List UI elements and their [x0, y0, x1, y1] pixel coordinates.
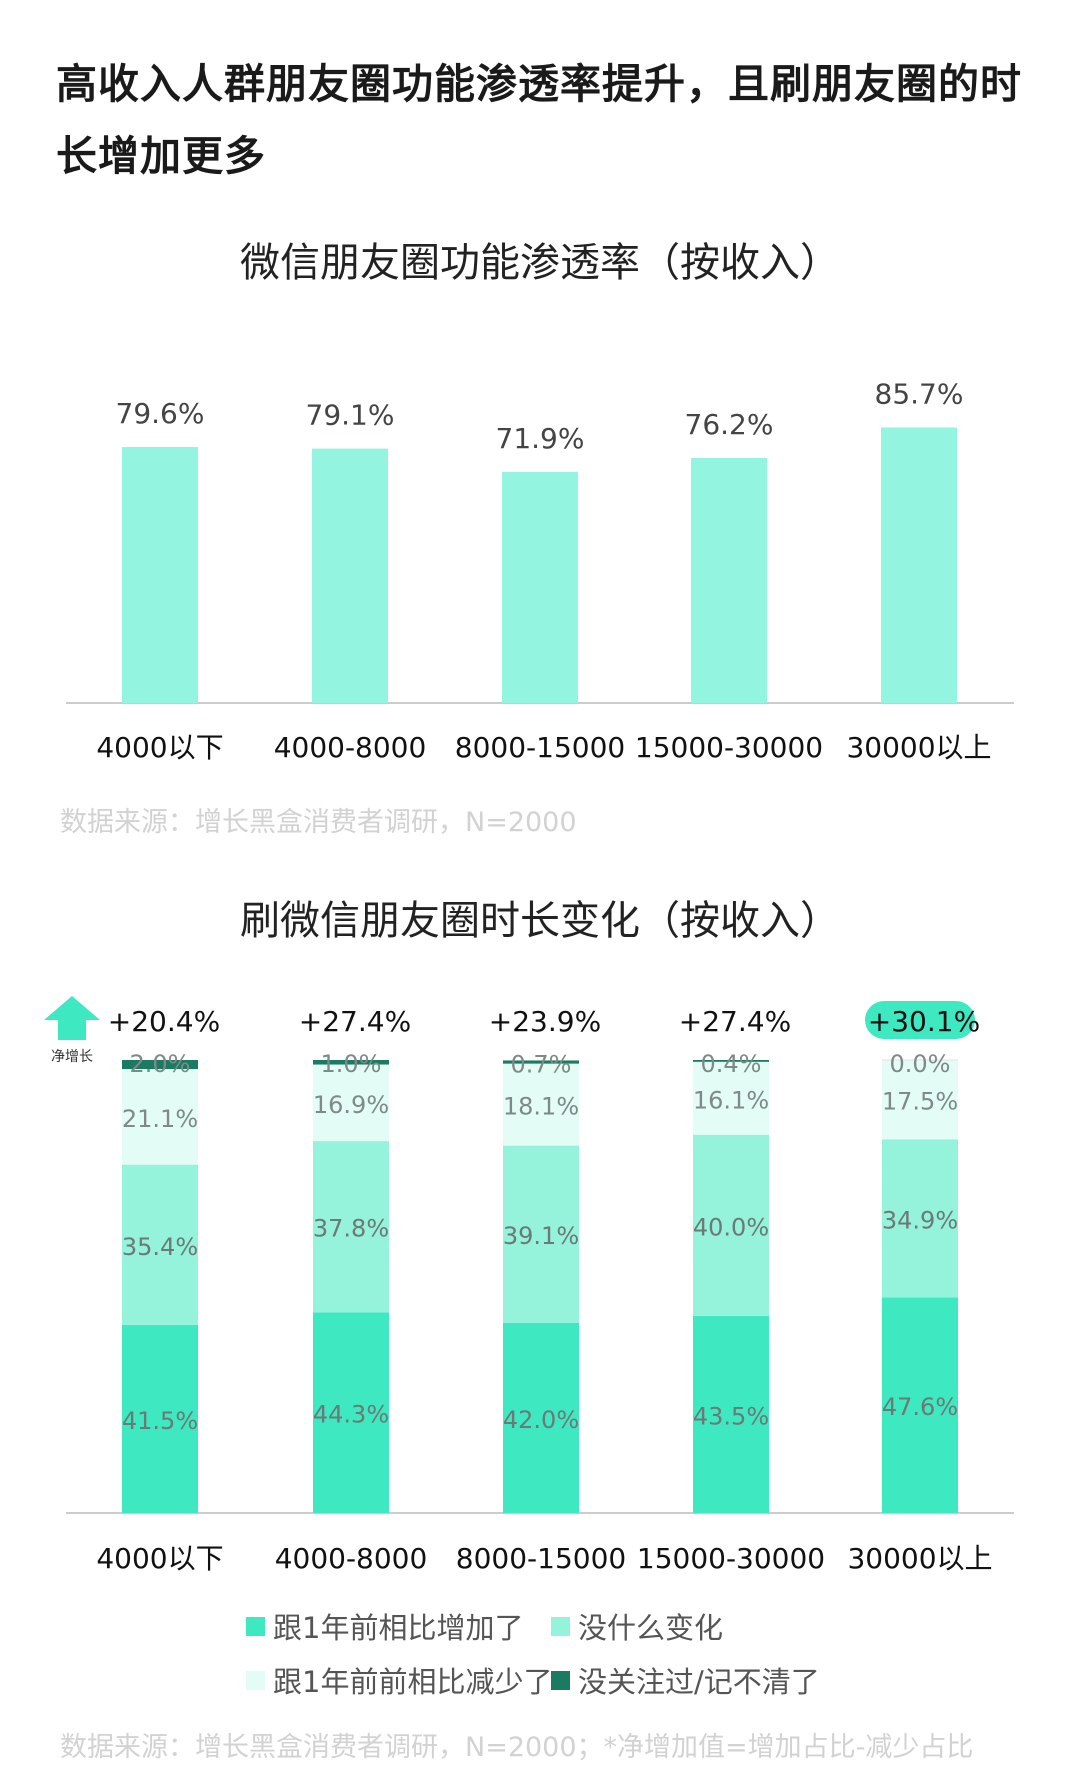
chart2-segment-increased [313, 1312, 389, 1513]
legend-swatch-increased [246, 1616, 265, 1636]
chart2-legend: 跟1年前相比增加了 没什么变化 跟1年前前相比减少了 没关注过/记不清了 [246, 1606, 1046, 1706]
chart1-category-label: 8000-15000 [455, 731, 625, 764]
legend-item-increased: 跟1年前相比增加了 [246, 1606, 523, 1646]
chart2-source: 数据来源：增长黑盒消费者调研，N=2000；*净增加值=增加占比-减少占比 [60, 1732, 974, 1763]
legend-swatch-unclear [551, 1670, 570, 1690]
chart2-category-label: 8000-15000 [456, 1542, 626, 1575]
chart2-segment-label: 0.4% [701, 1050, 762, 1078]
chart2-segment-label: 39.1% [503, 1222, 579, 1250]
legend-label-no-change: 没什么变化 [578, 1611, 724, 1645]
chart2-category-label: 30000以上 [847, 1542, 992, 1575]
chart2-segment-label: 47.6% [882, 1393, 958, 1421]
chart2-net-growth-label: +30.1% [868, 1005, 980, 1038]
chart1-category-label: 4000-8000 [274, 731, 427, 764]
chart2-segment-increased [882, 1297, 958, 1513]
chart2-segment-label: 16.1% [693, 1086, 769, 1114]
chart1-category-label: 4000以下 [96, 731, 223, 764]
chart2-title: 刷微信朋友圈时长变化（按收入） [240, 898, 840, 944]
page-title: 高收入人群朋友圈功能渗透率提升，且刷朋友圈的时长增加更多 [56, 60, 1022, 180]
chart2-segment-unclear [693, 1060, 769, 1062]
chart1-bar [881, 427, 957, 703]
chart1-source: 数据来源：增长黑盒消费者调研，N=2000 [60, 807, 577, 838]
chart1-value-label: 76.2% [685, 408, 774, 441]
chart2-segment-unclear [503, 1060, 579, 1064]
chart2-segment-label: 17.5% [882, 1088, 958, 1116]
penetration-bar-chart: 79.6% 4000以下 79.1% 4000-8000 71.9% 8000-15000… [66, 377, 1014, 764]
chart2-segment-label: 16.9% [313, 1091, 389, 1119]
chart2-net-growth-label: +23.9% [489, 1005, 601, 1038]
chart2-segment-label: 40.0% [693, 1213, 769, 1241]
chart2-segment-increased [503, 1322, 579, 1513]
chart2-segment-unclear [313, 1060, 389, 1065]
legend-item-no-change: 没什么变化 [551, 1606, 723, 1646]
chart2-segment-no_change [313, 1141, 389, 1313]
chart2-segment-no_change [122, 1164, 198, 1326]
legend-swatch-decreased [246, 1670, 265, 1690]
chart2-segment-decreased [313, 1064, 389, 1142]
chart1-value-label: 79.1% [306, 399, 395, 432]
legend-label-unclear: 没关注过/记不清了 [578, 1665, 820, 1699]
chart1-category-label: 30000以上 [846, 731, 991, 764]
chart2-segment-label: 1.0% [321, 1050, 382, 1078]
chart2-net-growth-label: +27.4% [299, 1005, 411, 1038]
chart2-segment-label: 0.7% [511, 1050, 572, 1078]
chart2-segment-label: 41.5% [122, 1407, 198, 1435]
chart2-segment-decreased [503, 1063, 579, 1146]
legend-item-decreased: 跟1年前前相比减少了 [246, 1660, 552, 1700]
chart1-bar [502, 471, 578, 703]
net-growth-label: 净增长 [51, 1049, 93, 1065]
chart2-segment-label: 37.8% [313, 1215, 389, 1243]
chart2-segment-label: 34.9% [882, 1206, 958, 1234]
chart1-title: 微信朋友圈功能渗透率（按收入） [240, 240, 840, 286]
net-growth-badge [865, 1001, 975, 1039]
chart2-segment-label: 42.0% [503, 1406, 579, 1434]
chart2-segment-decreased [693, 1061, 769, 1135]
legend-label-increased: 跟1年前相比增加了 [273, 1611, 524, 1645]
chart2-segment-no_change [503, 1145, 579, 1323]
legend-label-decreased: 跟1年前前相比减少了 [273, 1665, 553, 1699]
chart1-bar [312, 448, 388, 703]
chart1-value-label: 85.7% [875, 377, 964, 410]
chart2-segment-label: 0.0% [890, 1050, 951, 1078]
chart2-segment-decreased [122, 1069, 198, 1165]
chart2-segment-decreased [882, 1060, 958, 1140]
chart2-category-label: 4000以下 [96, 1542, 223, 1575]
chart2-segment-label: 21.1% [122, 1105, 198, 1133]
chart2-segment-increased [693, 1315, 769, 1513]
chart1-value-label: 71.9% [496, 422, 585, 455]
chart2-segment-increased [122, 1325, 198, 1513]
up-arrow-icon [44, 996, 100, 1040]
chart2-net-growth-label: +20.4% [108, 1005, 220, 1038]
chart2-segment-label: 18.1% [503, 1093, 579, 1121]
chart1-value-label: 79.6% [116, 397, 205, 430]
legend-swatch-no-change [551, 1616, 570, 1636]
legend-item-unclear: 没关注过/记不清了 [551, 1660, 820, 1700]
chart2-segment-unclear [122, 1060, 198, 1070]
duration-stacked-bar-chart: 41.5% 35.4% 21.1% 2.0% +20.4% 4000以下 44.3% 37.8… [66, 1001, 1014, 1575]
chart2-category-label: 4000-8000 [275, 1542, 428, 1575]
chart1-bar [122, 447, 198, 703]
chart2-category-label: 15000-30000 [637, 1542, 825, 1575]
chart2-segment-no_change [693, 1134, 769, 1316]
chart1-category-label: 15000-30000 [635, 731, 823, 764]
chart2-segment-no_change [882, 1139, 958, 1298]
chart2-net-growth-label: +27.4% [679, 1005, 791, 1038]
chart2-segment-label: 2.0% [130, 1050, 191, 1078]
chart1-bar [691, 457, 767, 703]
chart2-segment-label: 44.3% [313, 1401, 389, 1429]
chart2-segment-label: 43.5% [693, 1402, 769, 1430]
chart2-segment-label: 35.4% [122, 1233, 198, 1261]
net-growth-indicator: 净增长 [42, 996, 102, 1066]
